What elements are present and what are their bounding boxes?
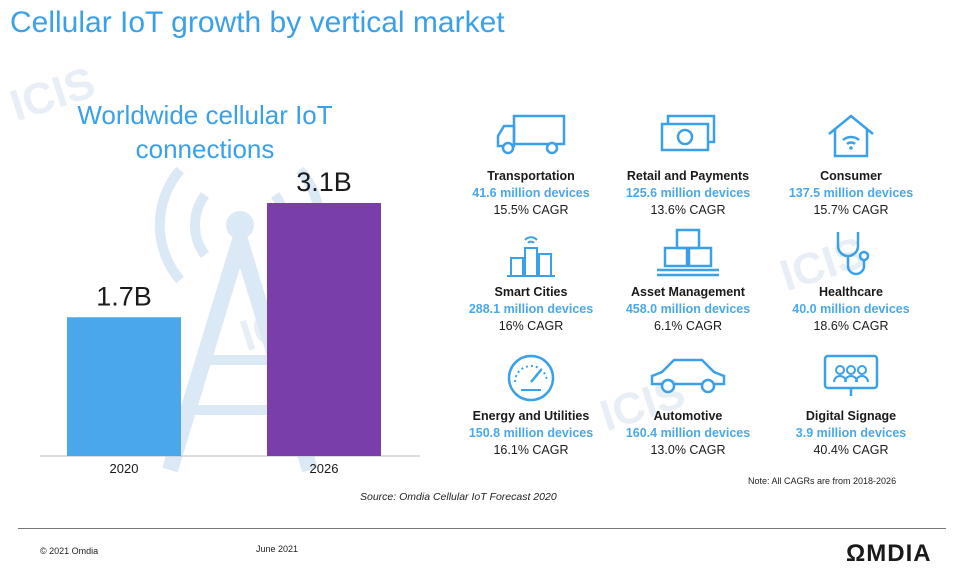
market-name: Energy and Utilities [472,409,590,423]
market-transportation: Transportation 41.6 million devices 15.5% … [451,112,611,219]
market-automotive: Automotive 160.4 million devices 13.0% CAG… [608,352,768,459]
category-label: 2020 [110,461,139,476]
market-devices: 3.9 million devices [795,426,907,440]
meter-icon [451,352,611,404]
stethoscope-icon [771,228,931,280]
city-icon [451,228,611,280]
market-devices: 160.4 million devices [625,426,751,440]
market-cagr: 18.6% CAGR [813,319,889,333]
cash-icon [608,112,768,164]
market-healthcare: Healthcare 40.0 million devices 18.6% CAGR [771,228,931,335]
bar-2020 [67,317,181,456]
market-name: Asset Management [631,285,745,299]
market-retail-and-payments: Retail and Payments 125.6 million devices… [608,112,768,219]
car-icon [608,352,768,404]
bar-value-label: 3.1B [296,167,352,197]
market-energy-and-utilities: Energy and Utilities 150.8 million device… [451,352,611,459]
chart-title: Worldwide cellular IoT connections [77,100,333,164]
home-wifi-icon [771,112,931,164]
market-cagr: 15.5% CAGR [493,203,569,217]
market-devices: 458.0 million devices [625,302,751,316]
category-label: 2026 [310,461,339,476]
market-name: Transportation [487,169,575,183]
footer-divider [18,528,946,529]
market-devices: 125.6 million devices [625,186,751,200]
market-cagr: 6.1% CAGR [653,319,723,333]
market-cagr: 16% CAGR [498,319,564,333]
publish-date: June 2021 [256,544,299,554]
market-name: Smart Cities [494,285,568,299]
market-asset-management: Asset Management 458.0 million devices 6.1… [608,228,768,335]
market-name: Healthcare [819,285,883,299]
market-cagr: 40.4% CAGR [813,443,889,457]
bar-chart: 1.7B 2020 3.1B 2026 [40,166,420,476]
bar-value-label: 1.7B [96,281,152,311]
omdia-logo: ΩMDIA [846,540,932,567]
bar-2026 [267,203,381,456]
market-cagr: 16.1% CAGR [493,443,569,457]
market-digital-signage: Digital Signage 3.9 million devices 40.4% … [771,352,931,459]
cagr-note: Note: All CAGRs are from 2018-2026 [748,476,897,486]
source-note: Source: Omdia Cellular IoT Forecast 2020 [360,491,557,503]
truck-icon [451,112,611,164]
market-devices: 150.8 million devices [468,426,594,440]
page-title: Cellular IoT growth by vertical market [10,6,505,39]
market-consumer: Consumer 137.5 million devices 15.7% CAGR [771,112,931,219]
market-devices: 137.5 million devices [788,186,914,200]
market-devices: 41.6 million devices [472,186,590,200]
market-name: Retail and Payments [626,169,750,183]
market-cagr: 13.0% CAGR [650,443,726,457]
market-smart-cities: Smart Cities 288.1 million devices 16% CAG… [451,228,611,335]
market-name: Digital Signage [805,409,897,423]
market-devices: 288.1 million devices [468,302,594,316]
market-name: Consumer [820,169,882,183]
boxes-icon [608,228,768,280]
market-cagr: 13.6% CAGR [650,203,726,217]
copyright: © 2021 Omdia [40,546,99,556]
market-cagr: 15.7% CAGR [813,203,889,217]
market-devices: 40.0 million devices [792,302,910,316]
market-name: Automotive [653,409,723,423]
signage-icon [771,352,931,404]
